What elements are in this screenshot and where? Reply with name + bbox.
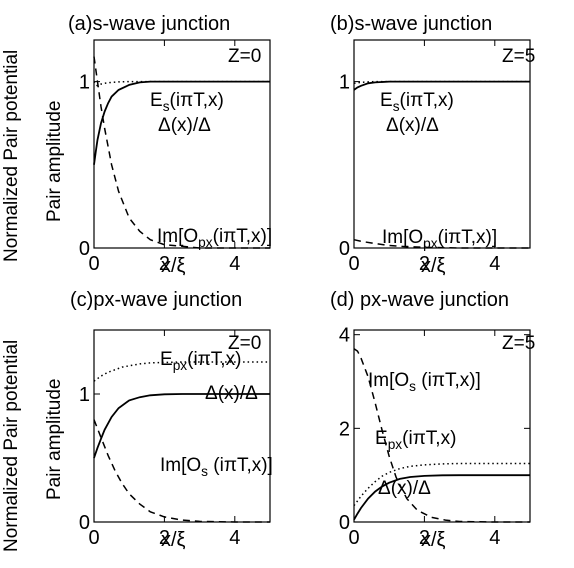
panel-c: 0 2 4 0 1 (c)px-wave junction Z=0 x/ξ Epx(iπT,x)…: [70, 289, 273, 551]
series-line-dashed: [353, 238, 530, 249]
y-label-inner-bottom: Pair amplitude: [44, 378, 65, 500]
curve-label: Epx(iπT,x): [375, 428, 456, 452]
y-tick-label: 4: [339, 325, 350, 347]
series-line-dashed: [93, 56, 270, 249]
y-tick-label: 0: [79, 512, 90, 534]
x-axis-label: x/ξ: [421, 255, 446, 277]
z-annotation: Z=0: [228, 333, 261, 354]
z-annotation: Z=5: [502, 46, 535, 67]
panel-d: 0 2 4 0 2 4 (d) px-wave junction Z=5 x/ξ Im[Os (i…: [330, 289, 535, 551]
x-tick-label: 2: [159, 527, 170, 549]
x-axis-label: x/ξ: [421, 529, 446, 551]
series-line-solid: [353, 80, 530, 91]
x-tick-label: 4: [489, 527, 500, 549]
x-tick-label: 2: [419, 527, 430, 549]
curve-label: Es(iπT,x): [150, 90, 224, 114]
y-label-outer-top: Normalized Pair potential: [1, 49, 22, 262]
series-line-solid: [93, 393, 270, 459]
panel-a: 0 2 4 0 1 (a)s-wave junction Z=0 x/ξ Es(iπT,x)Δ(…: [68, 13, 272, 277]
y-tick-label: 0: [339, 512, 350, 534]
panel-title: (c)px-wave junction: [70, 289, 242, 311]
series-line-solid: [93, 80, 270, 165]
x-tick-label: 4: [229, 253, 240, 275]
x-tick-label: 2: [159, 253, 170, 275]
panel-title: (b)s-wave junction: [330, 13, 492, 35]
curve-label: Δ(x)/Δ: [158, 115, 211, 136]
x-tick-label: 0: [88, 527, 99, 549]
curve-label: Es(iπT,x): [380, 90, 454, 114]
plot-frame: [93, 39, 271, 249]
x-tick-label: 0: [348, 253, 359, 275]
y-tick-label: 1: [339, 72, 350, 94]
plot-frame: [93, 329, 271, 523]
curve-label: Im[Opx(iπT,x)]: [382, 227, 497, 251]
z-annotation: Z=5: [502, 333, 535, 354]
plot-frame: [353, 329, 531, 523]
x-axis-label: x/ξ: [161, 255, 186, 277]
series-line-dashed: [353, 348, 530, 523]
plot-frame: [353, 39, 531, 249]
x-tick-label: 0: [348, 527, 359, 549]
x-tick-label: 2: [419, 253, 430, 275]
series-line-dotted: [93, 361, 270, 382]
panel-b: 0 2 4 0 1 (b)s-wave junction Z=5 x/ξ Es(iπT,x)Δ(…: [330, 13, 535, 277]
y-tick-label: 1: [79, 384, 90, 406]
curve-label: Epx(iπT,x): [160, 349, 241, 373]
z-annotation: Z=0: [228, 46, 261, 67]
x-tick-label: 4: [489, 253, 500, 275]
curve-label: Δ(x)/Δ: [378, 478, 431, 499]
curve-label: Δ(x)/Δ: [205, 383, 258, 404]
panel-title: (a)s-wave junction: [68, 13, 230, 35]
y-tick-label: 0: [339, 238, 350, 260]
series-line-dashed: [93, 419, 270, 523]
curve-label: Im[Os (iπT,x)]: [160, 455, 273, 479]
y-tick-label: 1: [79, 72, 90, 94]
y-label-outer-bottom: Normalized Pair potential: [1, 339, 22, 552]
x-tick-label: 0: [88, 253, 99, 275]
y-tick-label: 0: [79, 238, 90, 260]
panel-title: (d) px-wave junction: [330, 289, 509, 311]
curve-label: Im[Os (iπT,x)]: [368, 370, 481, 394]
curve-label: Im[Opx(iπT,x)]: [157, 226, 272, 250]
x-axis-label: x/ξ: [161, 529, 186, 551]
y-label-inner-top: Pair amplitude: [44, 100, 65, 222]
curve-label: Δ(x)/Δ: [386, 115, 439, 136]
x-tick-label: 4: [229, 527, 240, 549]
y-tick-label: 2: [339, 418, 350, 440]
series-line-solid: [353, 474, 530, 521]
